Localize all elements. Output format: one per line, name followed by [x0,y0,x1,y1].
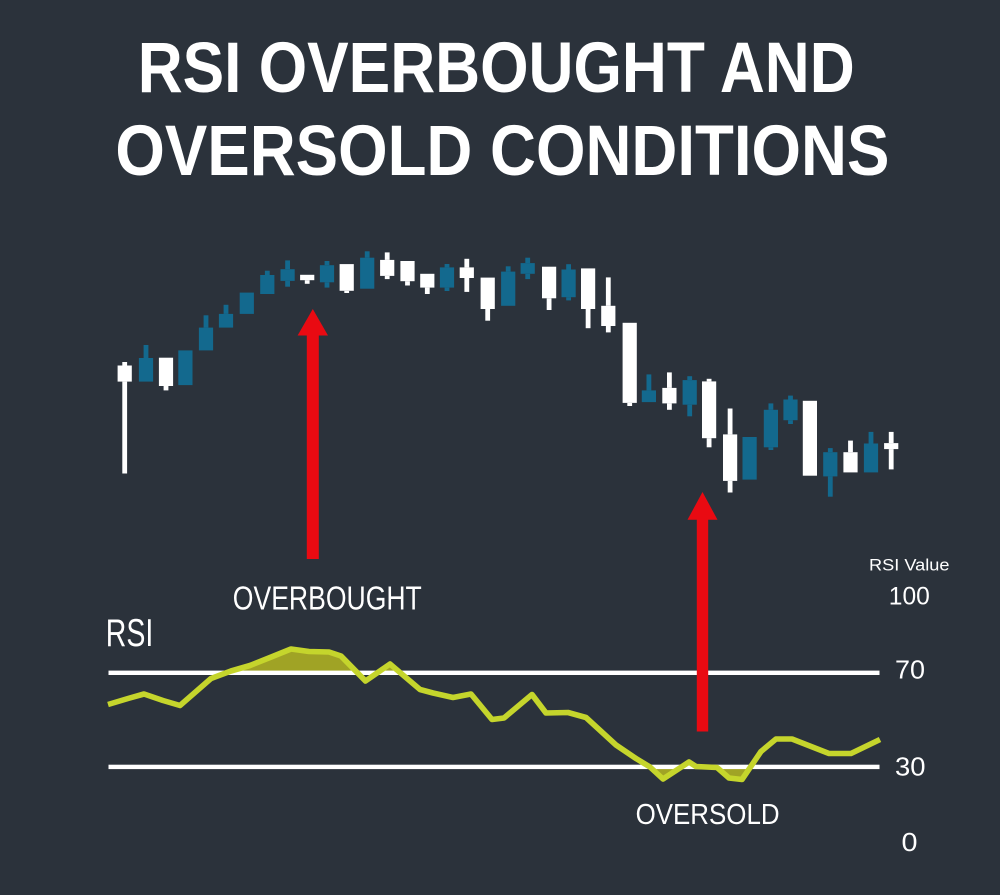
svg-text:OVERSOLD CONDITIONS: OVERSOLD CONDITIONS [115,111,889,191]
svg-text:30: 30 [895,752,926,782]
svg-text:RSI: RSI [106,612,154,655]
svg-text:0: 0 [902,827,918,857]
svg-text:70: 70 [895,655,925,685]
svg-text:OVERBOUGHT: OVERBOUGHT [233,579,422,616]
svg-text:RSI OVERBOUGHT AND: RSI OVERBOUGHT AND [138,28,855,108]
svg-text:RSI Value: RSI Value [869,555,950,574]
svg-text:OVERSOLD: OVERSOLD [636,799,780,831]
svg-text:100: 100 [889,582,930,610]
